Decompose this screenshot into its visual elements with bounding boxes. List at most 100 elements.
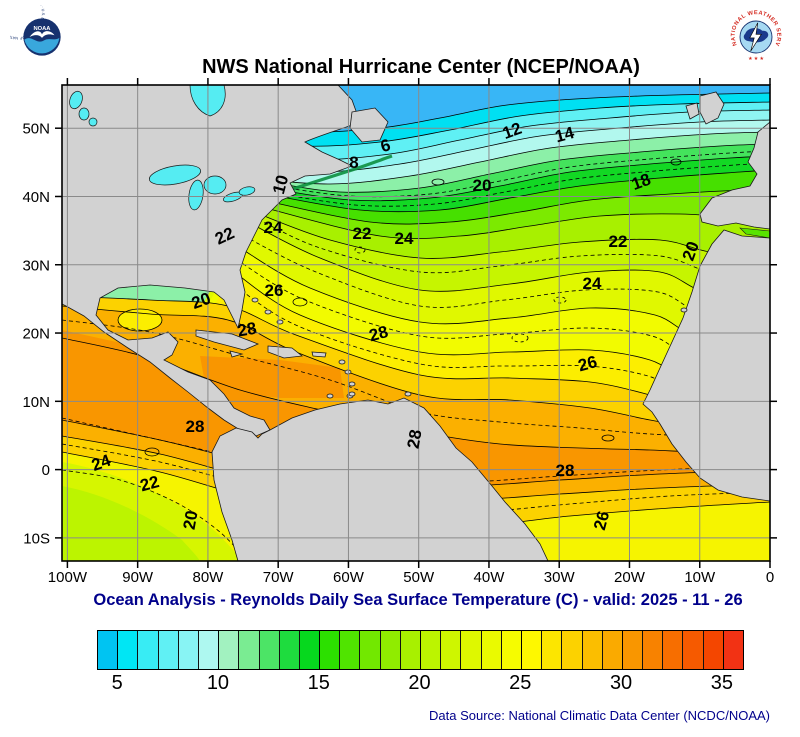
island [404,391,412,397]
contour-label: 8 [349,153,358,172]
colorbar-cell [642,631,663,669]
contour-label: 26 [265,281,284,300]
colorbar-cell [460,631,481,669]
nws-logo: NATIONAL WEATHER SERVICE ★ ★ ★ [724,5,784,65]
colorbar-tick-label: 15 [307,672,330,694]
lake [88,117,98,127]
lake [203,175,227,195]
contour-label: 20 [473,176,492,195]
colorbar-tick-label: 30 [609,672,633,694]
island [338,359,346,365]
noaa-logo-text: NOAA [34,26,52,32]
colorbar-tick-label: 25 [509,672,532,694]
colorbar [97,630,744,670]
contour-label: 28 [236,319,258,341]
colorbar-cell [157,631,178,669]
contour-label: 28 [404,428,426,450]
lon-tick-label: 20W [614,569,646,586]
contour-label: 28 [367,322,390,345]
cuba [195,329,260,351]
noaa-seagull-icon [29,31,55,38]
colorbar-cell [500,631,521,669]
lon-tick-label: 60W [333,569,365,586]
lake [188,179,204,211]
contour-label: 24 [583,274,602,293]
contour-label: 22 [353,224,372,243]
lat-tick-label: 40N [22,189,50,206]
colorbar-tick-label: 20 [408,672,431,694]
lat-tick-label: 30N [22,257,50,274]
colorbar-cell [561,631,582,669]
colorbar-cell [621,631,643,669]
lake [78,107,90,121]
ireland [685,102,700,120]
colorbar-cell [197,631,219,669]
lon-tick-label: 50W [403,569,435,586]
colorbar-cell [702,631,723,669]
lake [69,90,83,110]
map-caption: Ocean Analysis - Reynolds Daily Sea Surf… [93,591,743,609]
lat-tick-label: 10N [22,394,50,411]
nws-stars: ★ ★ ★ [748,56,764,62]
lon-tick-label: 90W [122,569,154,586]
colorbar-cell [258,631,279,669]
colorbar-cell [420,631,441,669]
europe-iberia [699,121,770,230]
colorbar-cell [520,631,542,669]
hispaniola [267,345,304,359]
colorbar-cell [278,631,299,669]
colorbar-tick-label: 35 [710,672,733,694]
axis-layer: 100W 90W 80W 70W 60W 50W 40W 30W 20W 10W 0 50N 40N 30… [22,78,777,586]
contour-label: 26 [576,352,599,375]
contour-label: 14 [553,123,577,146]
lake [238,186,256,196]
nws-lightning-icon [749,22,762,52]
colorbar-cell [399,631,420,669]
colorbar-cell [359,631,380,669]
island [326,393,334,399]
colorbar-cell [117,631,138,669]
island [348,381,356,387]
lon-tick-label: 10W [684,569,716,586]
colorbar-cell [379,631,400,669]
data-source: Data Source: National Climatic Data Cent… [429,708,770,723]
contour-label: 24 [264,218,283,237]
colorbar-cell [662,631,683,669]
colorbar-tick-label: 10 [206,672,230,694]
grid-layer [62,85,770,561]
lat-tick-label: 0 [42,462,50,479]
island [680,307,688,313]
colorbar-cell [339,631,360,669]
colorbar-cell [440,631,461,669]
colorbar-cell [581,631,602,669]
page-title: NWS National Hurricane Center (NCEP/NOAA… [202,56,640,78]
colorbar-cell [480,631,501,669]
contour-label: 26 [590,509,613,532]
colorbar-cell [177,631,198,669]
lat-tick-label: 50N [22,121,50,138]
contour-label: 20 [180,509,202,531]
colorbar-cell [319,631,340,669]
lon-tick-label: 100W [48,569,88,586]
colorbar-cell [98,631,118,669]
lon-tick-label: 70W [263,569,295,586]
contour-label: 28 [186,417,205,436]
island [251,297,259,303]
contour-label: 10 [269,173,292,196]
map-frame [61,84,771,562]
island [264,309,272,315]
colorbar-cell [541,631,562,669]
lon-tick-label: 80W [192,569,224,586]
puerto-rico [311,351,327,358]
mediterranean-sea [739,227,770,239]
colorbar-cell [601,631,622,669]
lake [148,164,202,186]
colorbar-cell [722,631,743,669]
colorbar-cell [137,631,158,669]
contour-label: 28 [556,461,575,480]
contour-label: 22 [138,472,161,495]
colorbar-cell [238,631,259,669]
noaa-logo: NATIONAL OCEANIC AND ATMOSPHERIC ADMINIS… [10,5,70,65]
island [348,391,356,397]
